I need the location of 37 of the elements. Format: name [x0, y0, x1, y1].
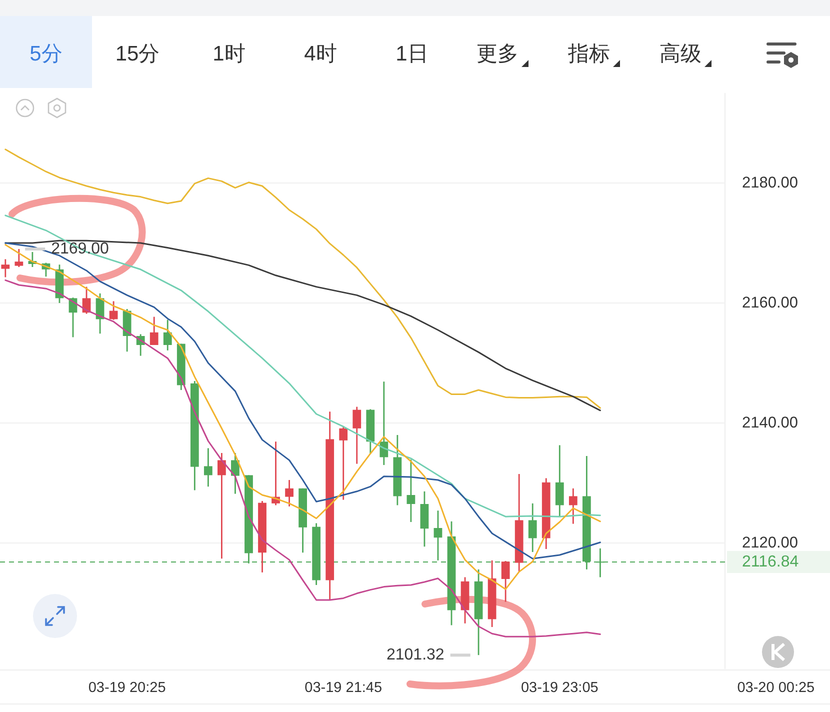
candlestick — [285, 479, 294, 508]
text: 4时 — [304, 42, 337, 66]
x-tick-label: 03-19 23:05 — [520, 680, 598, 696]
candlestick — [434, 510, 442, 562]
y-tick-label: 2160.00 — [742, 294, 798, 312]
text: 指标 — [567, 42, 610, 66]
candlestick — [555, 444, 564, 518]
text: 15分 — [115, 42, 160, 66]
candlestick — [568, 488, 578, 524]
candlestick — [501, 560, 510, 602]
x-tick-label: 03-19 21:45 — [304, 680, 382, 696]
candlestick — [204, 448, 212, 488]
x-tick-label: 03-20 00:25 — [737, 680, 815, 696]
text: 1日 — [396, 42, 428, 66]
text: 5分 — [30, 42, 62, 66]
ref-line-label: 2116.84 — [742, 553, 799, 570]
y-tick-label: 2140.00 — [742, 414, 798, 432]
candlestick — [163, 319, 172, 352]
candlestick — [14, 248, 24, 268]
text: 更多 — [476, 42, 518, 66]
candlestick — [231, 452, 240, 494]
y-tick-label: 2120.00 — [742, 534, 798, 552]
candlestick — [1, 258, 10, 278]
candlestick — [528, 502, 537, 553]
text: 1时 — [212, 42, 246, 66]
y-tick-label: 2180.00 — [742, 174, 798, 192]
line-series — [4, 148, 601, 409]
candlestick — [352, 406, 362, 464]
text: 高级 — [660, 42, 702, 66]
candlestick — [150, 316, 158, 346]
annotation: 2101.32 — [386, 646, 444, 664]
candlestick — [109, 300, 118, 320]
candlestick — [218, 452, 226, 560]
line-series — [4, 279, 601, 638]
candlestick — [406, 458, 416, 523]
x-tick-label: 03-19 20:25 — [88, 680, 166, 696]
candlestick — [339, 425, 348, 500]
